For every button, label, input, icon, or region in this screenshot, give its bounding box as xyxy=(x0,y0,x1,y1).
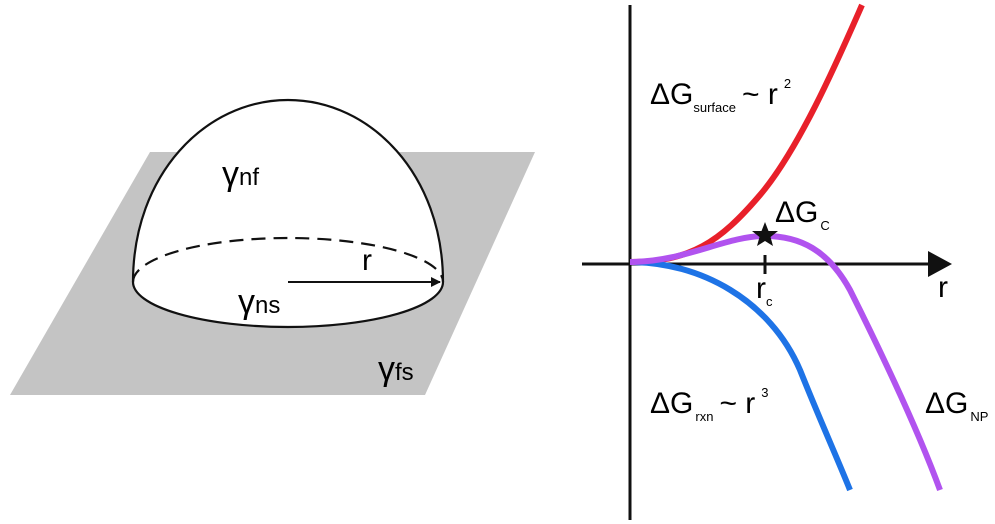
np-curve xyxy=(630,236,940,490)
hemisphere xyxy=(133,100,443,327)
reaction-curve xyxy=(630,262,850,490)
figure: γnf γns γfs r ΔGsurface~ r2 ΔGC rc r ΔGr… xyxy=(0,0,995,524)
critical-radius-label: rc xyxy=(756,272,773,309)
x-axis-label: r xyxy=(938,271,948,304)
label-radius: r xyxy=(362,244,372,277)
